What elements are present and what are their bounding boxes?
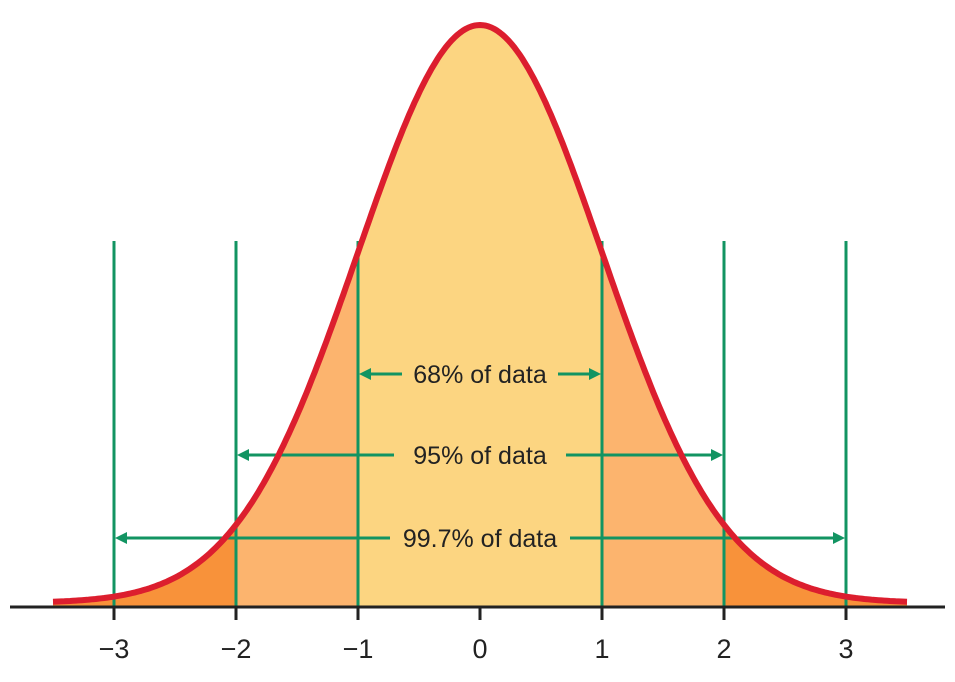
- x-axis-ticks: −3 −2 −1 0 1 2 3: [99, 607, 854, 664]
- tick-label: 3: [838, 634, 853, 664]
- range-arrow-99.7: 99.7% of data: [115, 525, 845, 553]
- arrow-head-right: [589, 368, 601, 380]
- range-label-68: 68% of data: [413, 361, 547, 389]
- arrow-head-left: [359, 368, 371, 380]
- range-label-95: 95% of data: [413, 442, 547, 470]
- band-3: [53, 524, 236, 607]
- bell-curve: [52, 22, 908, 605]
- std-dev-boundary-lines: [112, 241, 848, 607]
- range-label-99.7: 99.7% of data: [403, 525, 557, 553]
- tick-label: −2: [221, 634, 252, 664]
- range-arrow-95: 95% of data: [237, 442, 723, 470]
- tick-label: 2: [716, 634, 731, 664]
- arrow-head-right: [711, 449, 723, 461]
- range-arrow-68: 68% of data: [359, 361, 601, 389]
- band-0: [358, 25, 602, 607]
- arrow-head-right: [833, 532, 845, 544]
- range-arrows: 68% of data 95% of data 99.7% of data: [115, 361, 845, 553]
- shaded-bands: [53, 25, 907, 607]
- tick-label: −3: [99, 634, 130, 664]
- tick-label: −1: [343, 634, 374, 664]
- tick-label: 0: [472, 634, 487, 664]
- band-4: [724, 524, 907, 607]
- tick-label: 1: [594, 634, 609, 664]
- arrow-head-left: [115, 532, 127, 544]
- arrow-head-left: [237, 449, 249, 461]
